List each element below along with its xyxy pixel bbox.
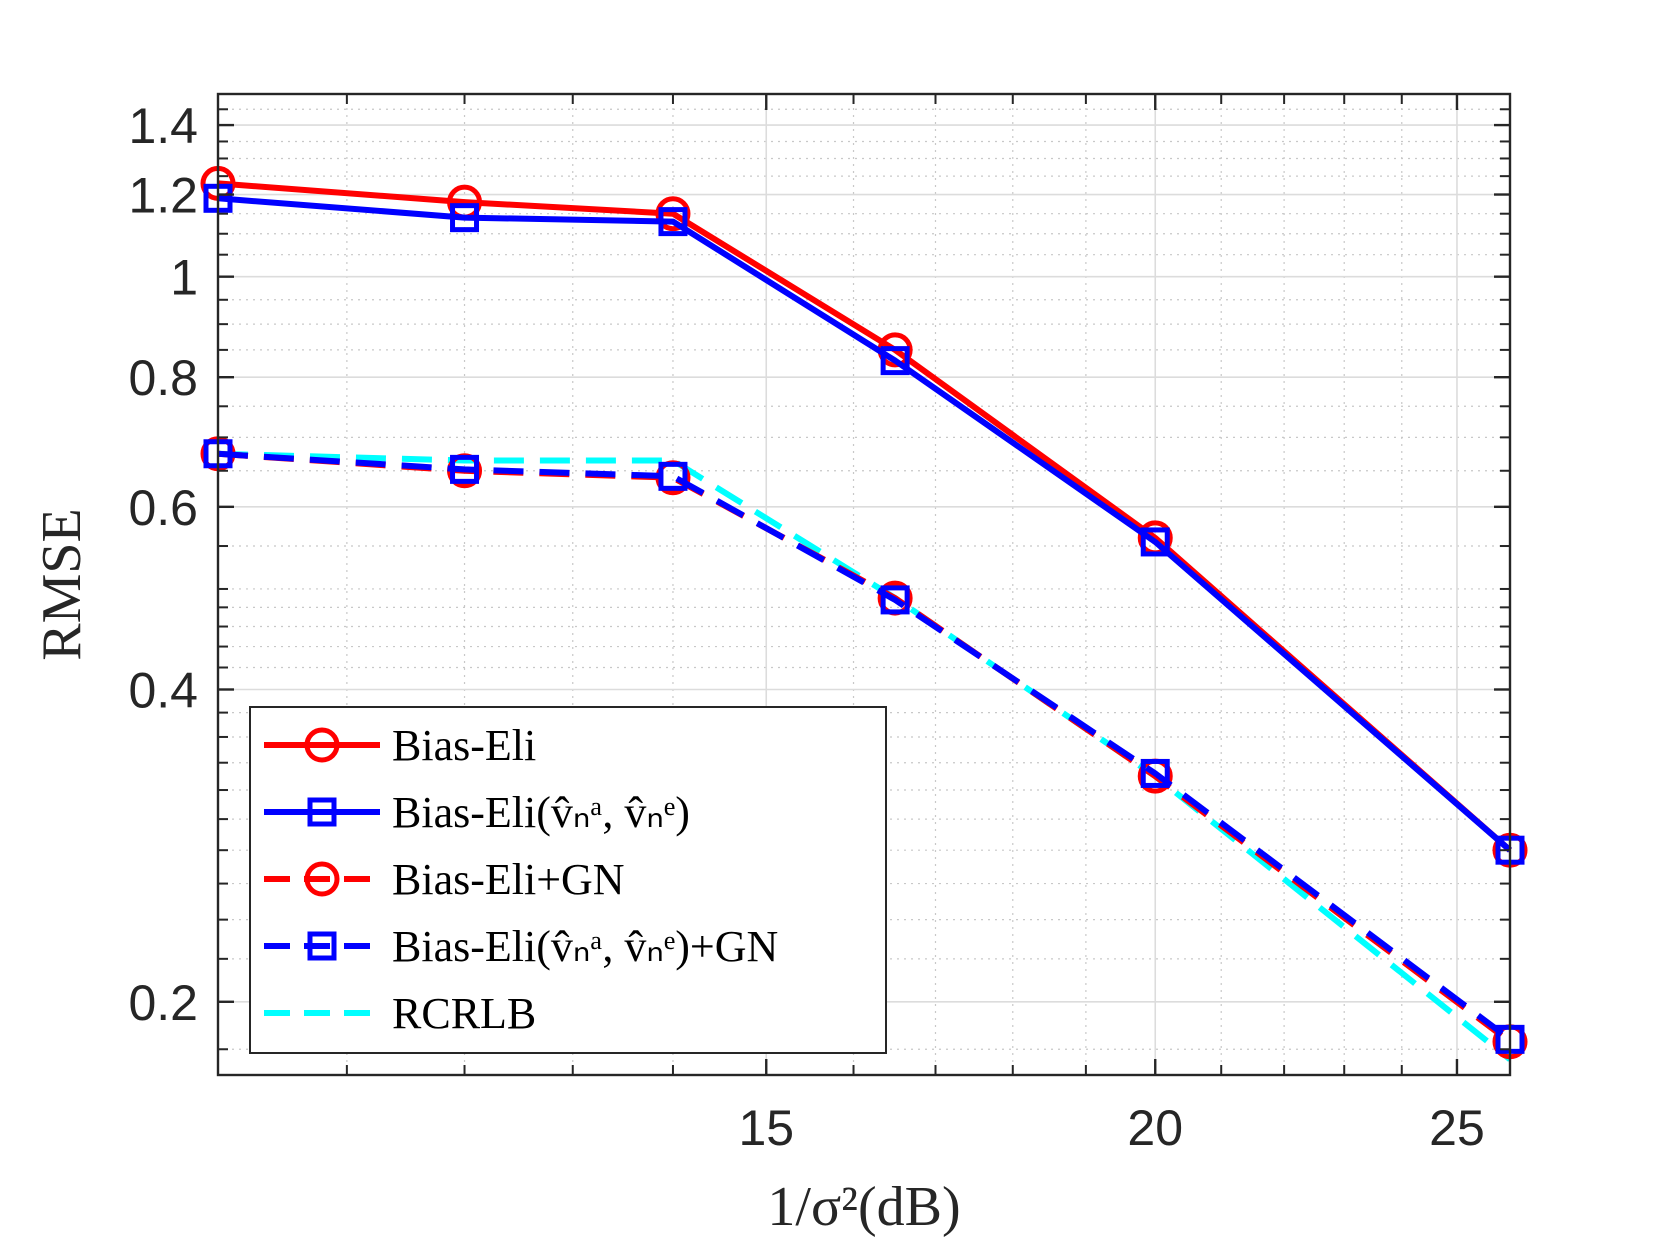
y-tick-label: 0.2	[128, 975, 198, 1031]
y-axis-label: RMSE	[31, 508, 93, 661]
legend-label: Bias-Eli(v̂ₙᵃ, v̂ₙᵉ)+GN	[392, 922, 778, 971]
data-point	[1140, 527, 1170, 557]
legend-marker-sample	[307, 931, 337, 961]
series-5	[217, 450, 1512, 1062]
y-tick-label: 0.8	[128, 350, 198, 406]
y-tick-label: 1.2	[128, 168, 198, 224]
x-tick-label: 15	[738, 1100, 794, 1156]
data-point	[450, 454, 480, 484]
legend-entry: Bias-Eli(v̂ₙᵃ, v̂ₙᵉ)+GN	[264, 922, 778, 971]
data-point	[450, 203, 480, 233]
data-point	[655, 196, 691, 232]
data-point	[658, 461, 688, 491]
y-tick-label: 0.4	[128, 662, 198, 718]
legend-label: Bias-Eli(v̂ₙᵃ, v̂ₙᵉ)	[392, 788, 690, 837]
data-point	[658, 207, 688, 237]
y-tick-label: 1	[170, 250, 198, 306]
legend-marker-sample	[307, 797, 337, 827]
series-line	[217, 450, 1512, 1042]
legend-items: Bias-Eli Bias-Eli(v̂ₙᵃ, v̂ₙᵉ) Bias-Eli+GN B…	[264, 721, 778, 1038]
legend-label: Bias-Eli	[392, 721, 536, 770]
axes-box	[216, 92, 1512, 1077]
x-tick-label: 20	[1127, 1100, 1183, 1156]
x-tick-label: 25	[1429, 1100, 1485, 1156]
legend-marker-sample	[304, 861, 340, 897]
legend-entry: Bias-Eli+GN	[264, 855, 625, 904]
axes	[216, 92, 1512, 1077]
tick-labels: 15 20 25 0.2 0.4 0.6 0.8 1 1.2 1.4	[128, 98, 1484, 1156]
series-line	[217, 195, 1512, 853]
legend-label: Bias-Eli+GN	[392, 855, 625, 904]
data-point	[880, 585, 910, 615]
legend-entry: RCRLB	[264, 989, 536, 1038]
series-line	[217, 450, 1512, 1062]
legend-entry: Bias-Eli(v̂ₙᵃ, v̂ₙᵉ)	[264, 788, 690, 837]
data-point	[880, 346, 910, 376]
x-axis-label: 1/σ²(dB)	[767, 1176, 960, 1238]
legend-marker-sample	[304, 727, 340, 763]
legend-entry: Bias-Eli	[264, 721, 536, 770]
legend: Bias-Eli Bias-Eli(v̂ₙᵃ, v̂ₙᵉ) Bias-Eli+GN B…	[249, 706, 887, 1054]
y-tick-label: 1.4	[128, 98, 198, 154]
y-tick-label: 0.6	[128, 480, 198, 536]
data-point	[1140, 758, 1170, 788]
legend-label: RCRLB	[392, 989, 536, 1038]
